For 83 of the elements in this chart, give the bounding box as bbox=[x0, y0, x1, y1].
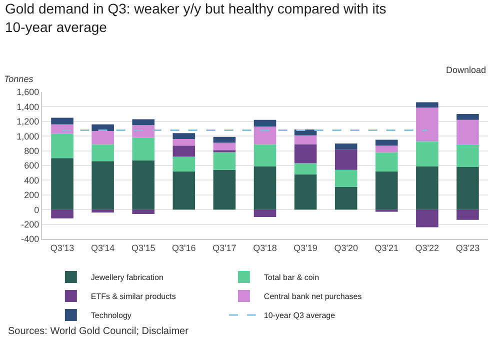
y-tick-label: -400 bbox=[21, 234, 40, 244]
bar bbox=[294, 174, 317, 210]
bar bbox=[213, 142, 236, 150]
bar bbox=[213, 170, 236, 210]
bar bbox=[213, 152, 236, 170]
y-tick-label: -200 bbox=[21, 219, 40, 230]
x-tick-label: Q3'15 bbox=[131, 242, 156, 253]
source-note: Sources: World Gold Council; Disclaimer bbox=[8, 326, 190, 337]
bar bbox=[92, 144, 114, 162]
bar bbox=[456, 144, 479, 167]
bar bbox=[416, 102, 438, 108]
x-tick-label: Q3'14 bbox=[90, 242, 115, 253]
bar bbox=[51, 158, 74, 210]
bar bbox=[375, 146, 398, 152]
bar bbox=[334, 170, 358, 187]
bar bbox=[51, 210, 74, 218]
bar bbox=[132, 210, 155, 214]
chart-title: Gold demand in Q3: weaker y/y but healthy compared with its 10-year average bbox=[5, 0, 386, 35]
x-tick-label: Q3'19 bbox=[294, 242, 318, 253]
y-tick-label: 1,400 bbox=[16, 102, 40, 112]
text: Download bbox=[446, 65, 486, 75]
bar bbox=[172, 133, 196, 140]
x-tick-label: Q3'17 bbox=[212, 242, 236, 253]
bar bbox=[254, 120, 276, 127]
y-axis-title: Tonnes bbox=[4, 74, 34, 84]
y-tick-label: 0 bbox=[34, 204, 40, 215]
bar bbox=[334, 186, 358, 210]
bar bbox=[132, 125, 155, 138]
y-tick-label: 1,600 bbox=[16, 87, 40, 98]
x-tick-label: Q3'23 bbox=[456, 242, 480, 253]
bar bbox=[172, 146, 196, 157]
bar bbox=[132, 119, 155, 126]
x-tick-label: Q3'18 bbox=[253, 242, 277, 253]
bar bbox=[51, 124, 74, 134]
bar bbox=[213, 136, 236, 143]
x-tick-label: Q3'20 bbox=[334, 242, 358, 253]
bar bbox=[416, 107, 438, 142]
bar bbox=[375, 140, 398, 146]
bar bbox=[456, 120, 479, 145]
x-tick-label: Q3'16 bbox=[172, 242, 196, 253]
bar bbox=[456, 210, 479, 220]
bar bbox=[334, 143, 358, 150]
legend-label: Technology bbox=[90, 311, 132, 320]
bar bbox=[172, 139, 196, 146]
bar bbox=[416, 141, 438, 166]
bar bbox=[254, 210, 276, 217]
bar bbox=[254, 126, 276, 144]
bar bbox=[254, 166, 276, 210]
bar bbox=[172, 171, 196, 210]
bar bbox=[172, 156, 196, 172]
y-tick-label: 800 bbox=[24, 146, 40, 156]
legend-label: ETFs & similar products bbox=[90, 292, 176, 302]
bar bbox=[456, 114, 479, 120]
bar bbox=[51, 118, 74, 124]
bar bbox=[294, 144, 317, 164]
x-tick-label: Q3'13 bbox=[50, 242, 74, 253]
bar bbox=[375, 171, 398, 210]
bar bbox=[132, 160, 155, 210]
bar bbox=[375, 152, 398, 172]
legend-label: Total bar & coin bbox=[264, 273, 320, 282]
bar bbox=[92, 161, 114, 210]
legend-label: Central bank net purchases bbox=[264, 292, 362, 302]
bar bbox=[254, 144, 276, 166]
bar bbox=[92, 210, 114, 213]
bar bbox=[51, 134, 74, 158]
legend-label: 10-year Q3 average bbox=[264, 311, 336, 320]
bar bbox=[294, 135, 317, 144]
x-tick-label: Q3'21 bbox=[374, 242, 399, 253]
y-tick-label: 200 bbox=[24, 190, 40, 200]
bar bbox=[456, 166, 479, 210]
y-tick-label: 1,000 bbox=[16, 131, 40, 142]
bar bbox=[416, 166, 438, 210]
bar bbox=[132, 138, 155, 160]
bar bbox=[294, 163, 317, 174]
bar bbox=[92, 124, 114, 131]
bar bbox=[416, 210, 438, 228]
y-tick-label: 600 bbox=[24, 160, 40, 171]
y-tick-label: 1,200 bbox=[16, 116, 40, 127]
y-tick-label: 400 bbox=[24, 175, 40, 186]
bar bbox=[92, 130, 114, 144]
bar bbox=[334, 149, 358, 170]
legend-label: Jewellery fabrication bbox=[90, 273, 164, 282]
x-tick-label: Q3'22 bbox=[415, 242, 440, 253]
